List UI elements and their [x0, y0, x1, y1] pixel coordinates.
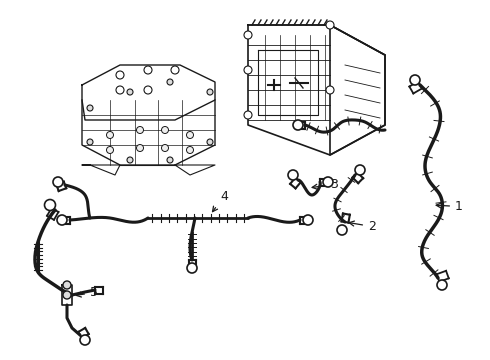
- Circle shape: [162, 126, 169, 134]
- Circle shape: [127, 89, 133, 95]
- Circle shape: [207, 139, 213, 145]
- Circle shape: [162, 144, 169, 152]
- Circle shape: [244, 66, 252, 74]
- Circle shape: [410, 75, 420, 85]
- Circle shape: [326, 21, 334, 29]
- Circle shape: [137, 126, 144, 134]
- Text: 2: 2: [349, 220, 376, 233]
- Circle shape: [87, 105, 93, 111]
- Circle shape: [171, 66, 179, 74]
- Circle shape: [116, 86, 124, 94]
- Circle shape: [326, 86, 334, 94]
- Circle shape: [127, 157, 133, 163]
- Circle shape: [303, 215, 313, 225]
- Circle shape: [293, 120, 303, 130]
- Circle shape: [57, 215, 67, 225]
- Circle shape: [106, 131, 114, 139]
- Circle shape: [45, 199, 55, 211]
- Circle shape: [144, 66, 152, 74]
- Circle shape: [63, 291, 71, 299]
- Text: 4: 4: [213, 190, 228, 212]
- Circle shape: [53, 177, 63, 187]
- Circle shape: [355, 165, 365, 175]
- Circle shape: [244, 111, 252, 119]
- Circle shape: [244, 31, 252, 39]
- Text: 5: 5: [76, 286, 98, 299]
- Text: 3: 3: [312, 178, 338, 191]
- Circle shape: [288, 170, 298, 180]
- Circle shape: [187, 147, 194, 153]
- Circle shape: [323, 177, 333, 187]
- Circle shape: [187, 131, 194, 139]
- Text: 1: 1: [436, 200, 463, 213]
- Circle shape: [80, 335, 90, 345]
- Circle shape: [187, 263, 197, 273]
- Circle shape: [437, 280, 447, 290]
- Circle shape: [167, 157, 173, 163]
- Circle shape: [87, 139, 93, 145]
- Circle shape: [207, 89, 213, 95]
- Circle shape: [106, 147, 114, 153]
- Circle shape: [137, 144, 144, 152]
- Circle shape: [63, 281, 71, 289]
- Circle shape: [167, 79, 173, 85]
- Circle shape: [116, 71, 124, 79]
- Circle shape: [337, 225, 347, 235]
- Circle shape: [144, 86, 152, 94]
